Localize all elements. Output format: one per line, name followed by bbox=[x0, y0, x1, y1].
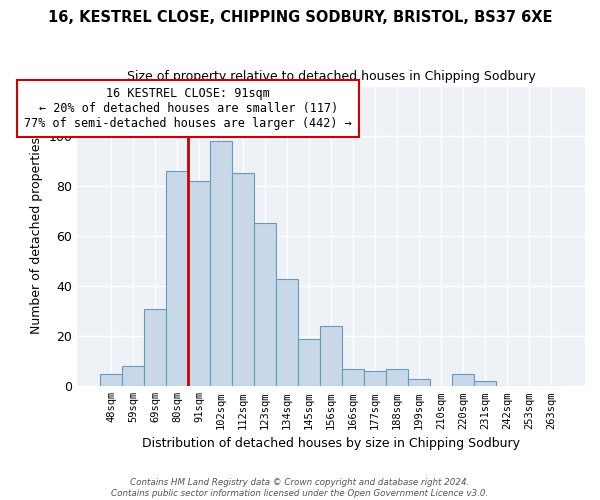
Bar bbox=[408, 379, 430, 386]
Bar bbox=[144, 308, 166, 386]
Bar bbox=[452, 374, 474, 386]
Bar bbox=[166, 171, 188, 386]
Bar bbox=[100, 374, 122, 386]
Y-axis label: Number of detached properties: Number of detached properties bbox=[30, 138, 43, 334]
Bar bbox=[342, 369, 364, 386]
Bar bbox=[298, 338, 320, 386]
Bar bbox=[188, 181, 210, 386]
X-axis label: Distribution of detached houses by size in Chipping Sodbury: Distribution of detached houses by size … bbox=[142, 437, 520, 450]
Text: 16, KESTREL CLOSE, CHIPPING SODBURY, BRISTOL, BS37 6XE: 16, KESTREL CLOSE, CHIPPING SODBURY, BRI… bbox=[48, 10, 552, 25]
Bar bbox=[474, 382, 496, 386]
Text: 16 KESTREL CLOSE: 91sqm
← 20% of detached houses are smaller (117)
77% of semi-d: 16 KESTREL CLOSE: 91sqm ← 20% of detache… bbox=[25, 86, 352, 130]
Title: Size of property relative to detached houses in Chipping Sodbury: Size of property relative to detached ho… bbox=[127, 70, 535, 83]
Bar bbox=[320, 326, 342, 386]
Bar bbox=[364, 372, 386, 386]
Bar bbox=[232, 174, 254, 386]
Bar bbox=[276, 278, 298, 386]
Bar bbox=[122, 366, 144, 386]
Bar bbox=[210, 140, 232, 386]
Bar bbox=[254, 224, 276, 386]
Bar bbox=[386, 369, 408, 386]
Text: Contains HM Land Registry data © Crown copyright and database right 2024.
Contai: Contains HM Land Registry data © Crown c… bbox=[112, 478, 488, 498]
